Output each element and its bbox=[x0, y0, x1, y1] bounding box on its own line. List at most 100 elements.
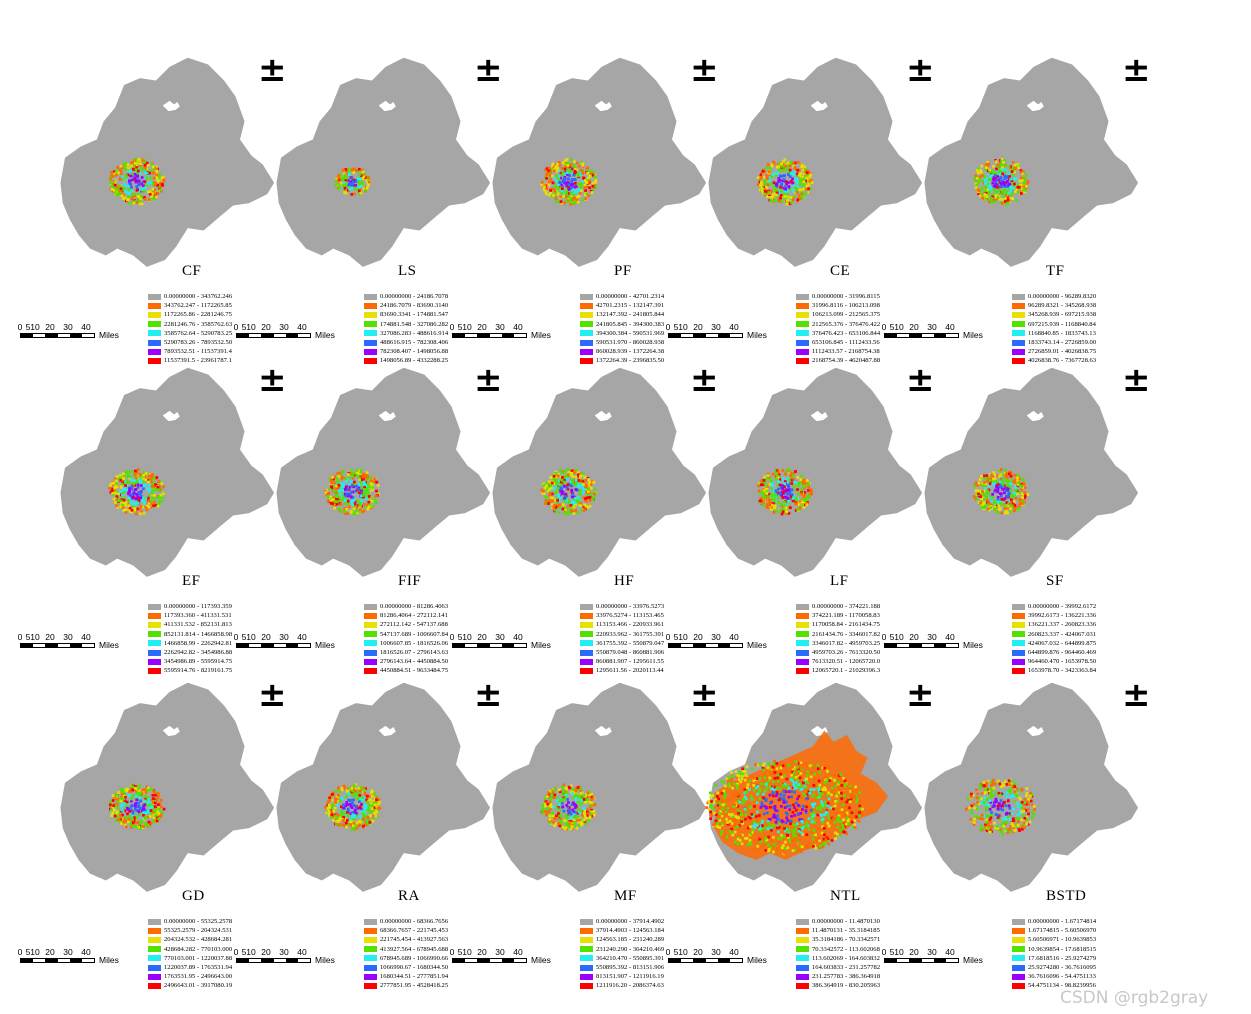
scale-tick-label: 30 bbox=[927, 947, 937, 957]
legend-swatch bbox=[1012, 964, 1025, 971]
legend-swatch bbox=[364, 658, 377, 665]
legend-label: 3454986.89 - 5595914.75 bbox=[164, 658, 233, 666]
legend-item: 11537391.5 - 23961787.1 bbox=[148, 356, 266, 365]
scale-tick-label: 0 bbox=[449, 322, 455, 332]
scale-tick-label: 5 bbox=[25, 632, 31, 642]
legend-swatch bbox=[1012, 640, 1025, 647]
legend-label: 96289.8321 - 345268.938 bbox=[1028, 302, 1097, 310]
legend-swatch bbox=[1012, 658, 1025, 665]
legend-label: 4959703.26 - 7613320.50 bbox=[812, 648, 881, 656]
legend-item: 0.00000000 - 33976.5273 bbox=[580, 602, 698, 611]
legend-item: 2796143.64 - 4450884.50 bbox=[364, 657, 482, 666]
legend-swatch bbox=[1012, 936, 1025, 943]
legend-label: 5290783.26 - 7893532.50 bbox=[164, 338, 233, 346]
scale-tick-label: 5 bbox=[889, 322, 895, 332]
legend-label: 488616.915 - 782308.406 bbox=[380, 338, 449, 346]
legend: 0.00000000 - 343762.246 343762.247 - 1172… bbox=[148, 292, 266, 366]
legend-label: 547137.689 - 1006607.84 bbox=[380, 630, 449, 638]
urban-core-raster bbox=[540, 783, 597, 831]
scale-bar: 0 5 10 20 30 40 Miles bbox=[18, 947, 180, 971]
legend-swatch bbox=[796, 603, 809, 610]
legend-swatch bbox=[580, 357, 593, 364]
legend-item: 1466858.99 - 2262942.81 bbox=[148, 639, 266, 648]
map-panel-ce: ± CE 0 5 10 20 30 40 Miles 0.00000000 - 31996.811… bbox=[666, 45, 938, 383]
legend-swatch bbox=[148, 339, 161, 346]
legend-label: 81286.4064 - 272112.141 bbox=[380, 612, 448, 620]
urban-core-raster bbox=[108, 468, 165, 516]
legend-item: 386.364919 - 830.205963 bbox=[796, 981, 914, 990]
legend-label: 1295611.56 - 2020113.44 bbox=[596, 667, 664, 675]
legend-item: 4450884.51 - 9633484.75 bbox=[364, 666, 482, 675]
legend-item: 212565.376 - 376476.422 bbox=[796, 320, 914, 329]
scale-tick-label: 10 bbox=[246, 947, 256, 957]
legend: 0.00000000 - 37914.4902 37914.4903 - 1245… bbox=[580, 917, 698, 991]
scale-tick-label: 0 bbox=[233, 632, 239, 642]
beijing-map bbox=[924, 57, 1139, 267]
legend-item: 1372264.39 - 2396835.50 bbox=[580, 356, 698, 365]
legend-swatch bbox=[364, 973, 377, 980]
scale-tick-label: 10 bbox=[462, 322, 472, 332]
urban-core-raster bbox=[756, 158, 814, 206]
legend: 0.00000000 - 42701.2314 42701.2315 - 1321… bbox=[580, 292, 698, 366]
urban-core-raster bbox=[972, 468, 1030, 515]
legend-item: 68366.7657 - 221745.453 bbox=[364, 926, 482, 935]
legend-item: 0.00000000 - 343762.246 bbox=[148, 292, 266, 301]
legend-label: 7893532.51 - 11537391.4 bbox=[164, 348, 232, 356]
urban-core-raster bbox=[334, 167, 371, 196]
legend-item: 488616.915 - 782308.406 bbox=[364, 338, 482, 347]
legend-swatch bbox=[580, 946, 593, 953]
legend-swatch bbox=[364, 631, 377, 638]
legend-label: 241805.845 - 394300.383 bbox=[596, 320, 665, 328]
legend-label: 1220037.89 - 1763531.94 bbox=[164, 963, 233, 971]
legend-item: 1816526.07 - 2796143.63 bbox=[364, 648, 482, 657]
legend-label: 132147.392 - 241805.844 bbox=[596, 311, 665, 319]
legend-label: 231.257783 - 386.364918 bbox=[812, 973, 881, 981]
map-title: RA bbox=[398, 888, 420, 904]
legend-item: 36.7616096 - 54.4751133 bbox=[1012, 972, 1130, 981]
legend-swatch bbox=[148, 603, 161, 610]
legend-item: 132147.392 - 241805.844 bbox=[580, 310, 698, 319]
scale-bar-graphic bbox=[668, 958, 743, 963]
scale-tick-label: 5 bbox=[889, 947, 895, 957]
legend-item: 413927.564 - 678945.688 bbox=[364, 945, 482, 954]
beijing-map bbox=[924, 682, 1139, 892]
scale-tick-label: 40 bbox=[81, 632, 91, 642]
legend-swatch bbox=[796, 321, 809, 328]
scale-bar: 0 5 10 20 30 40 Miles bbox=[18, 322, 180, 346]
legend-item: 1763531.95 - 2496643.00 bbox=[148, 972, 266, 981]
legend-label: 0.00000000 - 81286.4063 bbox=[380, 603, 449, 610]
legend-label: 33976.5274 - 113153.465 bbox=[596, 612, 664, 620]
north-arrow-icon: ± bbox=[258, 675, 287, 715]
scale-tick-label: 20 bbox=[909, 947, 919, 957]
scale-bar-graphic bbox=[236, 643, 311, 648]
legend-item: 550895.392 - 813151.906 bbox=[580, 963, 698, 972]
scale-bar-graphic bbox=[668, 333, 743, 338]
legend-swatch bbox=[364, 667, 377, 674]
legend-label: 11.4870131 - 35.3184185 bbox=[812, 927, 880, 935]
legend-label: 1372264.39 - 2396835.50 bbox=[596, 357, 665, 365]
legend-item: 964460.470 - 1653978.50 bbox=[1012, 657, 1130, 666]
scale-bar: 0 5 10 20 30 40 Miles bbox=[666, 322, 828, 346]
legend-label: 221745.454 - 413927.563 bbox=[380, 936, 449, 944]
legend-swatch bbox=[1012, 357, 1025, 364]
legend-label: 212565.376 - 376476.422 bbox=[812, 320, 881, 328]
legend-label: 2168754.39 - 4620487.88 bbox=[812, 357, 881, 365]
legend-label: 83690.3341 - 174881.547 bbox=[380, 311, 449, 319]
legend-item: 782308.407 - 1498056.88 bbox=[364, 347, 482, 356]
legend-swatch bbox=[148, 631, 161, 638]
scale-bar-graphic bbox=[452, 958, 527, 963]
scale-unit-label: Miles bbox=[531, 955, 551, 965]
scale-tick-label: 10 bbox=[462, 947, 472, 957]
legend-swatch bbox=[364, 293, 377, 300]
scale-tick-label: 20 bbox=[45, 322, 55, 332]
beijing-map bbox=[276, 367, 491, 577]
scale-tick-label: 20 bbox=[261, 632, 271, 642]
scale-tick-label: 40 bbox=[945, 632, 955, 642]
legend-item: 0.00000000 - 68366.7656 bbox=[364, 917, 482, 926]
legend-item: 241805.845 - 394300.383 bbox=[580, 320, 698, 329]
urban-core-raster bbox=[540, 158, 598, 206]
legend-label: 424067.032 - 644899.875 bbox=[1028, 639, 1097, 647]
legend-item: 860881.907 - 1295611.55 bbox=[580, 657, 698, 666]
legend-item: 0.00000000 - 81286.4063 bbox=[364, 602, 482, 611]
legend-swatch bbox=[796, 973, 809, 980]
